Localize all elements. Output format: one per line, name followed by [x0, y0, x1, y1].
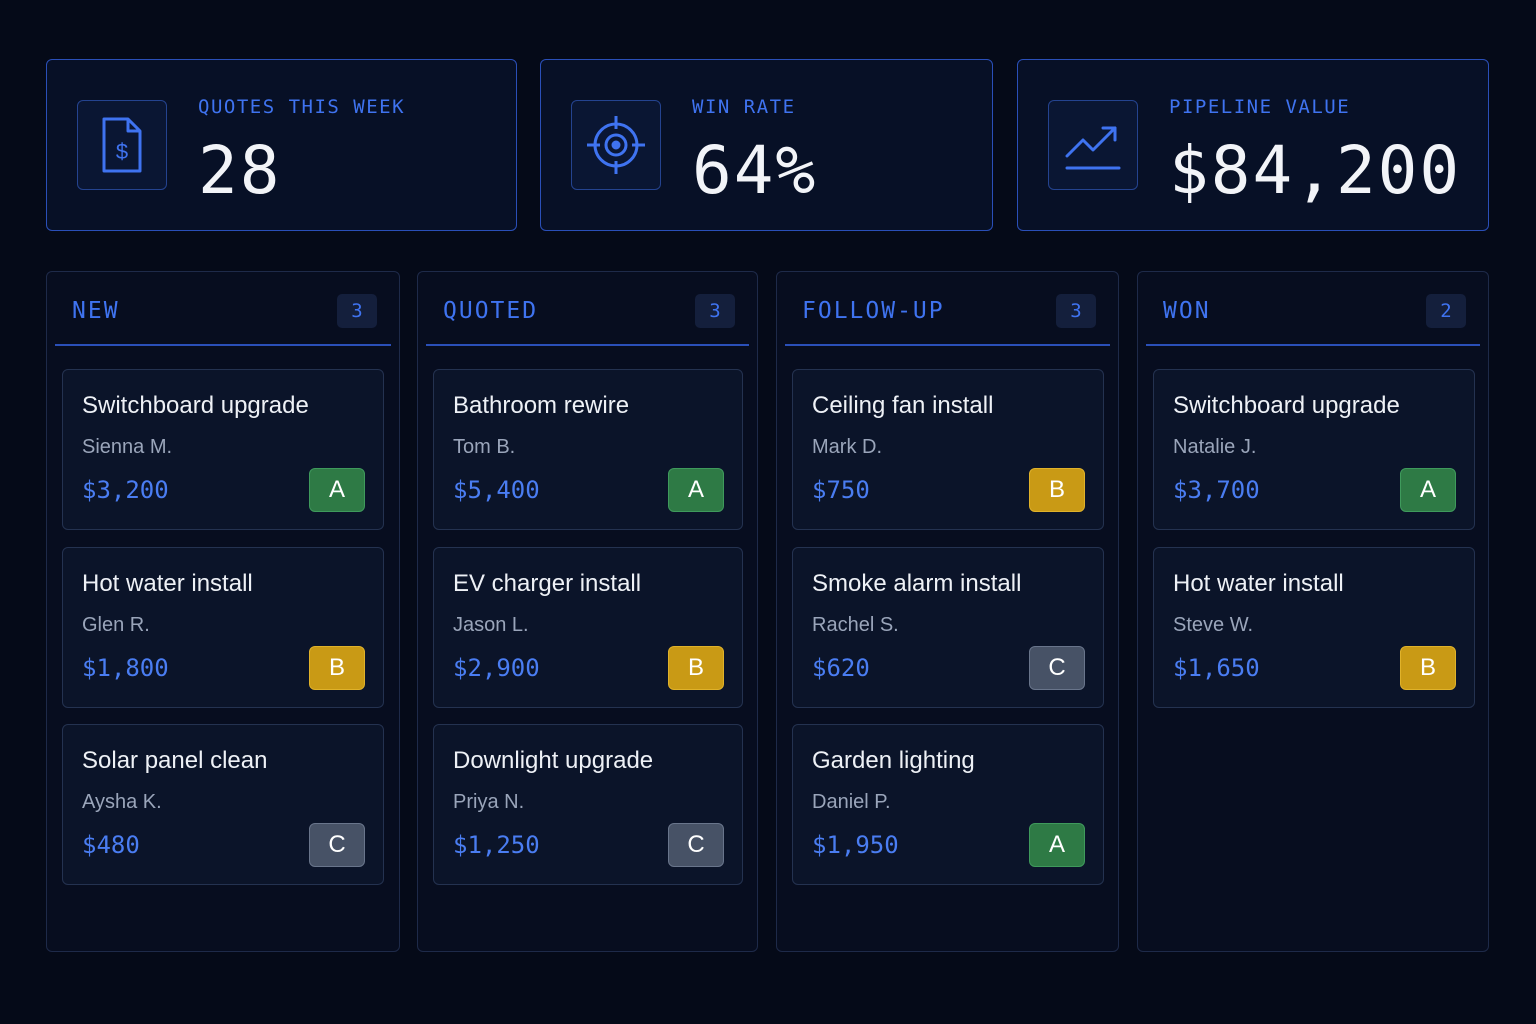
column-count-badge: 3 — [695, 294, 735, 328]
column-title: NEW — [72, 298, 120, 324]
stat-label: WIN RATE — [692, 96, 796, 118]
card-price: $1,950 — [812, 831, 899, 859]
column-title: FOLLOW-UP — [802, 298, 945, 324]
stat-card-quotes: $ QUOTES THIS WEEK 28 — [46, 59, 517, 231]
card-price: $750 — [812, 476, 870, 504]
stat-card-pipeline: PIPELINE VALUE $84,200 — [1017, 59, 1489, 231]
card-client: Tom B. — [453, 436, 516, 458]
card-price: $620 — [812, 654, 870, 682]
grade-badge: A — [668, 468, 724, 512]
column-new: NEW 3 Switchboard upgrade Sienna M. $3,2… — [46, 271, 400, 952]
card-title: Smoke alarm install — [812, 570, 1022, 597]
card-price: $2,900 — [453, 654, 540, 682]
card-title: Ceiling fan install — [812, 392, 994, 419]
quote-card[interactable]: EV charger install Jason L. $2,900 B — [433, 547, 743, 708]
card-client: Aysha K. — [82, 791, 162, 813]
card-client: Daniel P. — [812, 791, 891, 813]
card-client: Rachel S. — [812, 614, 899, 636]
card-client: Sienna M. — [82, 436, 173, 458]
quote-card[interactable]: Garden lighting Daniel P. $1,950 A — [792, 724, 1104, 885]
column-header: NEW 3 — [55, 272, 391, 346]
column-header: WON 2 — [1146, 272, 1480, 346]
column-count-badge: 2 — [1426, 294, 1466, 328]
quote-card[interactable]: Switchboard upgrade Sienna M. $3,200 A — [62, 369, 384, 530]
column-count-badge: 3 — [337, 294, 377, 328]
grade-badge: B — [1400, 646, 1456, 690]
quote-card[interactable]: Smoke alarm install Rachel S. $620 C — [792, 547, 1104, 708]
grade-badge: A — [1400, 468, 1456, 512]
card-client: Jason L. — [453, 614, 529, 636]
card-title: Hot water install — [82, 570, 253, 597]
card-title: Downlight upgrade — [453, 747, 654, 774]
card-title: Switchboard upgrade — [82, 392, 309, 419]
card-price: $5,400 — [453, 476, 540, 504]
quote-card[interactable]: Switchboard upgrade Natalie J. $3,700 A — [1153, 369, 1475, 530]
quote-card[interactable]: Downlight upgrade Priya N. $1,250 C — [433, 724, 743, 885]
card-title: Hot water install — [1173, 570, 1344, 597]
grade-badge: C — [309, 823, 365, 867]
card-price: $1,250 — [453, 831, 540, 859]
stat-value: $84,200 — [1169, 132, 1462, 209]
column-header: QUOTED 3 — [426, 272, 749, 346]
grade-badge: B — [1029, 468, 1085, 512]
quote-card[interactable]: Hot water install Steve W. $1,650 B — [1153, 547, 1475, 708]
card-title: EV charger install — [453, 570, 642, 597]
column-follow-up: FOLLOW-UP 3 Ceiling fan install Mark D. … — [776, 271, 1119, 952]
trend-up-icon — [1048, 100, 1138, 190]
card-price: $3,700 — [1173, 476, 1260, 504]
column-won: WON 2 Switchboard upgrade Natalie J. $3,… — [1137, 271, 1489, 952]
grade-badge: B — [309, 646, 365, 690]
column-count-badge: 3 — [1056, 294, 1096, 328]
quote-card[interactable]: Solar panel clean Aysha K. $480 C — [62, 724, 384, 885]
grade-badge: B — [668, 646, 724, 690]
column-title: WON — [1163, 298, 1211, 324]
card-title: Switchboard upgrade — [1173, 392, 1400, 419]
stat-label: PIPELINE VALUE — [1169, 96, 1351, 118]
card-client: Glen R. — [82, 614, 150, 636]
column-title: QUOTED — [443, 298, 539, 324]
column-header: FOLLOW-UP 3 — [785, 272, 1110, 346]
stat-value: 28 — [198, 132, 282, 209]
card-price: $3,200 — [82, 476, 169, 504]
card-title: Bathroom rewire — [453, 392, 630, 419]
quote-card[interactable]: Bathroom rewire Tom B. $5,400 A — [433, 369, 743, 530]
svg-text:$: $ — [116, 139, 128, 164]
card-client: Steve W. — [1173, 614, 1254, 636]
grade-badge: A — [309, 468, 365, 512]
grade-badge: A — [1029, 823, 1085, 867]
card-price: $1,650 — [1173, 654, 1260, 682]
card-price: $1,800 — [82, 654, 169, 682]
target-icon — [571, 100, 661, 190]
column-quoted: QUOTED 3 Bathroom rewire Tom B. $5,400 A… — [417, 271, 758, 952]
invoice-dollar-icon: $ — [77, 100, 167, 190]
grade-badge: C — [668, 823, 724, 867]
card-title: Garden lighting — [812, 747, 975, 774]
stat-card-win-rate: WIN RATE 64% — [540, 59, 993, 231]
grade-badge: C — [1029, 646, 1085, 690]
card-client: Priya N. — [453, 791, 525, 813]
stat-label: QUOTES THIS WEEK — [198, 96, 406, 118]
card-title: Solar panel clean — [82, 747, 268, 774]
card-client: Natalie J. — [1173, 436, 1257, 458]
quote-card[interactable]: Hot water install Glen R. $1,800 B — [62, 547, 384, 708]
card-client: Mark D. — [812, 436, 882, 458]
quote-card[interactable]: Ceiling fan install Mark D. $750 B — [792, 369, 1104, 530]
card-price: $480 — [82, 831, 140, 859]
stat-value: 64% — [692, 132, 818, 209]
